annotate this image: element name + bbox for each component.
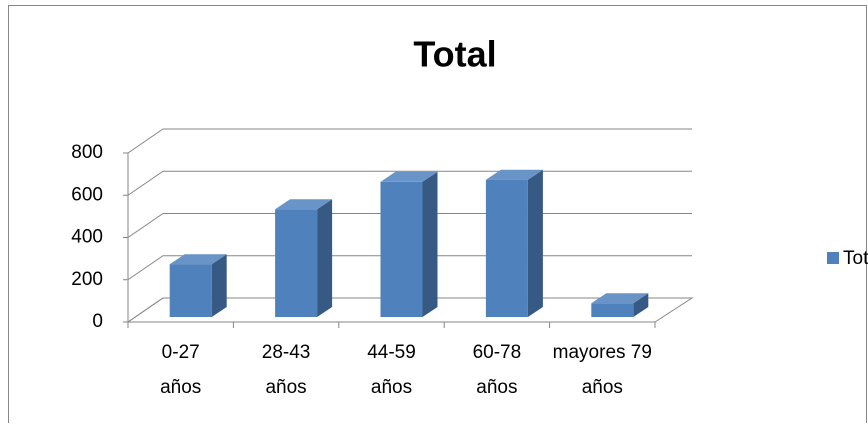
bar-front (380, 181, 423, 317)
bar-top (169, 254, 227, 265)
x-tick-label: 28-43 años (261, 342, 311, 398)
bar-side (633, 293, 649, 317)
y-tick-label: 400 (71, 227, 103, 248)
bar-top (591, 293, 649, 304)
x-tick-label: 44-59 años (367, 342, 416, 398)
bar-front (591, 303, 634, 317)
bar-top (485, 169, 543, 180)
bar-top (380, 171, 438, 182)
x-tick-label-box: 28-43 años (261, 342, 311, 398)
x-tick-label: 0-27 años (160, 342, 202, 398)
bar-side (211, 254, 227, 317)
bar-side (527, 169, 543, 317)
x-tick-label: 60-78 años (472, 342, 522, 398)
x-tick-label-box: 60-78 años (472, 342, 522, 398)
x-tick-label-box: 0-27 años (160, 342, 202, 398)
y-tick-label: 800 (71, 142, 103, 163)
bar-top (275, 199, 333, 210)
legend-label: Total (843, 248, 868, 269)
legend-swatch (827, 252, 839, 264)
bar-front (275, 209, 318, 317)
bar-side (317, 199, 333, 317)
bar (485, 169, 543, 317)
y-tick-label: 200 (71, 269, 103, 290)
x-tick-label-box: mayores 79 años (552, 342, 652, 398)
bar-side (422, 171, 438, 317)
grid-line (127, 128, 692, 154)
bar (591, 293, 649, 317)
x-tick-label: mayores 79 años (552, 342, 652, 398)
x-tick-label-box: 44-59 años (367, 342, 416, 398)
bar-front (169, 264, 212, 317)
bar (169, 254, 227, 317)
y-tick-label: 0 (92, 311, 103, 332)
y-tick-label: 600 (71, 184, 103, 205)
bar (275, 199, 333, 317)
bar (380, 171, 438, 317)
chart-title: Total (413, 34, 496, 75)
bar-front (485, 179, 528, 317)
